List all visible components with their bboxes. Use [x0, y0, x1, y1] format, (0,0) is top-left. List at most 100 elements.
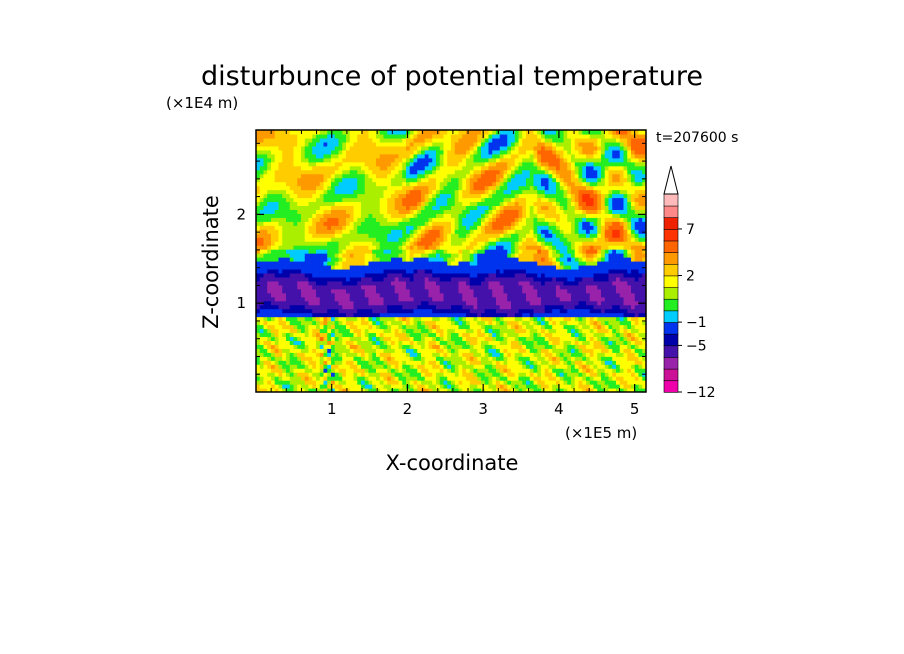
field-cell [473, 288, 478, 294]
field-cell [383, 284, 388, 290]
field-cell [421, 284, 426, 290]
field-cell [391, 268, 396, 274]
field-cell [529, 376, 535, 381]
field-cell [398, 213, 403, 218]
field-cell [466, 292, 471, 298]
field-cell [259, 177, 265, 183]
field-cell [402, 141, 407, 147]
field-cell [436, 344, 441, 349]
field-cell [353, 384, 358, 389]
field-cell [331, 360, 336, 365]
field-cell [301, 149, 306, 155]
field-cell [443, 185, 448, 191]
field-cell [398, 253, 403, 258]
field-cell [473, 177, 478, 183]
field-cell [338, 193, 343, 199]
field-cell [409, 213, 415, 218]
field-cell [417, 205, 422, 210]
field-cell [394, 336, 400, 341]
field-cell [259, 253, 265, 258]
field-cell [428, 264, 433, 270]
field-cell [282, 292, 287, 298]
field-cell [492, 197, 497, 203]
field-cell [383, 201, 388, 207]
field-cell [256, 237, 261, 242]
field-cell [357, 229, 362, 234]
field-cell [319, 233, 325, 238]
field-cell [316, 141, 321, 147]
field-cell [346, 276, 351, 282]
field-cell [477, 193, 482, 199]
field-cell [274, 376, 280, 381]
field-cell [522, 356, 527, 361]
field-cell [537, 292, 542, 298]
field-cell [383, 264, 388, 270]
field-cell [522, 233, 527, 238]
field-cell [481, 253, 486, 258]
field-cell [342, 201, 347, 207]
field-cell [443, 308, 448, 314]
field-cell [334, 153, 340, 159]
field-cell [274, 213, 280, 218]
field-cell [274, 280, 280, 286]
field-cell [259, 348, 265, 353]
field-cell [499, 245, 505, 250]
field-cell [447, 130, 452, 135]
field-cell [413, 364, 418, 369]
field-cell [361, 133, 366, 139]
field-cell [387, 201, 392, 207]
field-cell [267, 205, 272, 210]
field-cell [256, 376, 261, 381]
field-cell [481, 376, 486, 381]
field-cell [458, 380, 463, 385]
field-cell [297, 372, 302, 377]
field-cell [443, 141, 448, 147]
field-cell [353, 352, 358, 357]
field-cell [484, 177, 490, 183]
field-cell [529, 332, 535, 338]
field-cell [421, 340, 426, 345]
field-cell [443, 209, 448, 214]
field-cell [368, 280, 373, 286]
field-cell [301, 292, 306, 298]
field-cell [496, 205, 501, 210]
field-cell [529, 344, 535, 349]
field-cell [271, 348, 276, 353]
field-cell [376, 165, 381, 171]
field-cell [436, 320, 441, 326]
field-cell [293, 149, 298, 155]
field-cell [361, 296, 366, 302]
field-cell [439, 272, 445, 278]
field-cell [361, 284, 366, 290]
field-cell [323, 237, 328, 242]
field-cell [387, 241, 392, 246]
field-cell [466, 280, 471, 286]
field-cell [466, 177, 471, 183]
field-cell [323, 324, 328, 330]
field-cell [496, 145, 501, 151]
field-cell [488, 133, 493, 139]
field-cell [286, 165, 291, 171]
field-cell [357, 276, 362, 282]
field-cell [484, 233, 490, 238]
field-cell [522, 181, 527, 187]
field-cell [289, 209, 295, 214]
field-cell [338, 197, 343, 203]
field-cell [466, 217, 471, 222]
field-cell [511, 332, 516, 338]
field-cell [409, 368, 415, 373]
field-cell [481, 292, 486, 298]
field-cell [394, 233, 400, 238]
field-cell [312, 165, 317, 171]
field-cell [499, 189, 505, 195]
field-cell [473, 257, 478, 262]
field-cell [421, 197, 426, 203]
field-cell [451, 348, 456, 353]
field-cell [481, 141, 486, 147]
field-cell [379, 189, 385, 195]
field-cell [327, 253, 332, 258]
field-cell [522, 384, 527, 389]
field-cell [297, 173, 302, 179]
field-cell [477, 316, 482, 322]
field-cell [267, 344, 272, 349]
